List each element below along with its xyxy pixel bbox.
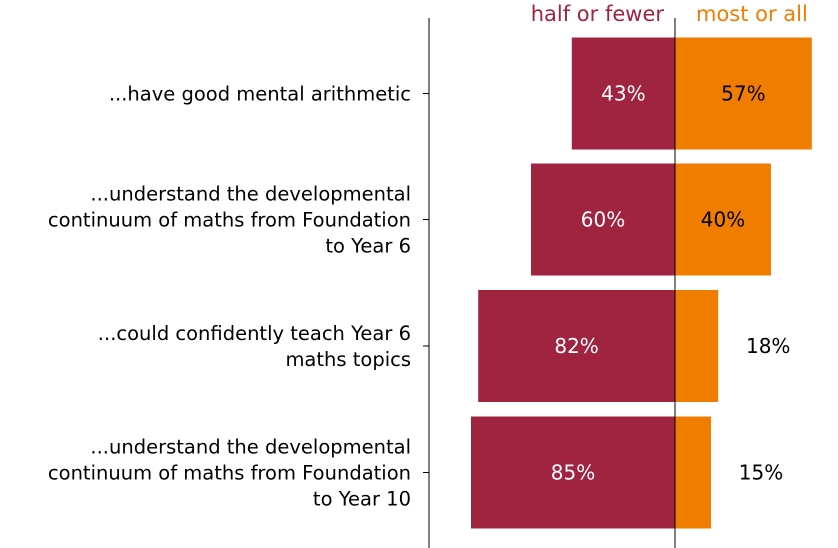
bar-half-or-fewer (471, 416, 675, 529)
legend: half or fewer most or all (531, 2, 808, 26)
category-labels: ...have good mental arithmetic ...underst… (48, 83, 429, 511)
bar-half-or-fewer (478, 290, 675, 402)
bar-half-or-fewer (531, 163, 675, 276)
data-label-half-or-fewer: 82% (554, 334, 598, 358)
category-label: to Year 10 (313, 488, 411, 511)
category-label: ...could confidently teach Year 6 (98, 322, 411, 345)
data-label-half-or-fewer: 43% (601, 82, 645, 106)
bar-most-or-all (675, 416, 711, 529)
bar-most-or-all (675, 37, 812, 150)
bar-half-or-fewer (571, 37, 675, 150)
data-label-most-or-all: 15% (739, 461, 783, 485)
data-label-most-or-all: 18% (746, 334, 790, 358)
category-label: ...understand the developmental (90, 183, 411, 206)
category-label: ...have good mental arithmetic (109, 83, 411, 106)
legend-most-or-all: most or all (696, 2, 808, 26)
data-label-most-or-all: 57% (721, 82, 765, 106)
category-label: maths topics (285, 348, 411, 371)
category-label: continuum of maths from Foundation (48, 462, 411, 485)
data-label-half-or-fewer: 85% (551, 461, 595, 485)
data-label-half-or-fewer: 60% (581, 208, 625, 232)
category-label: ...understand the developmental (90, 436, 411, 459)
legend-half-or-fewer: half or fewer (531, 2, 665, 26)
bars-group: 43% 57% 60% 40% 82% 18% 85% 15% (471, 37, 812, 529)
bar-most-or-all (675, 163, 771, 276)
bar-most-or-all (675, 290, 719, 402)
data-label-most-or-all: 40% (701, 208, 745, 232)
category-label: continuum of maths from Foundation (48, 209, 411, 232)
category-label: to Year 6 (325, 235, 411, 258)
